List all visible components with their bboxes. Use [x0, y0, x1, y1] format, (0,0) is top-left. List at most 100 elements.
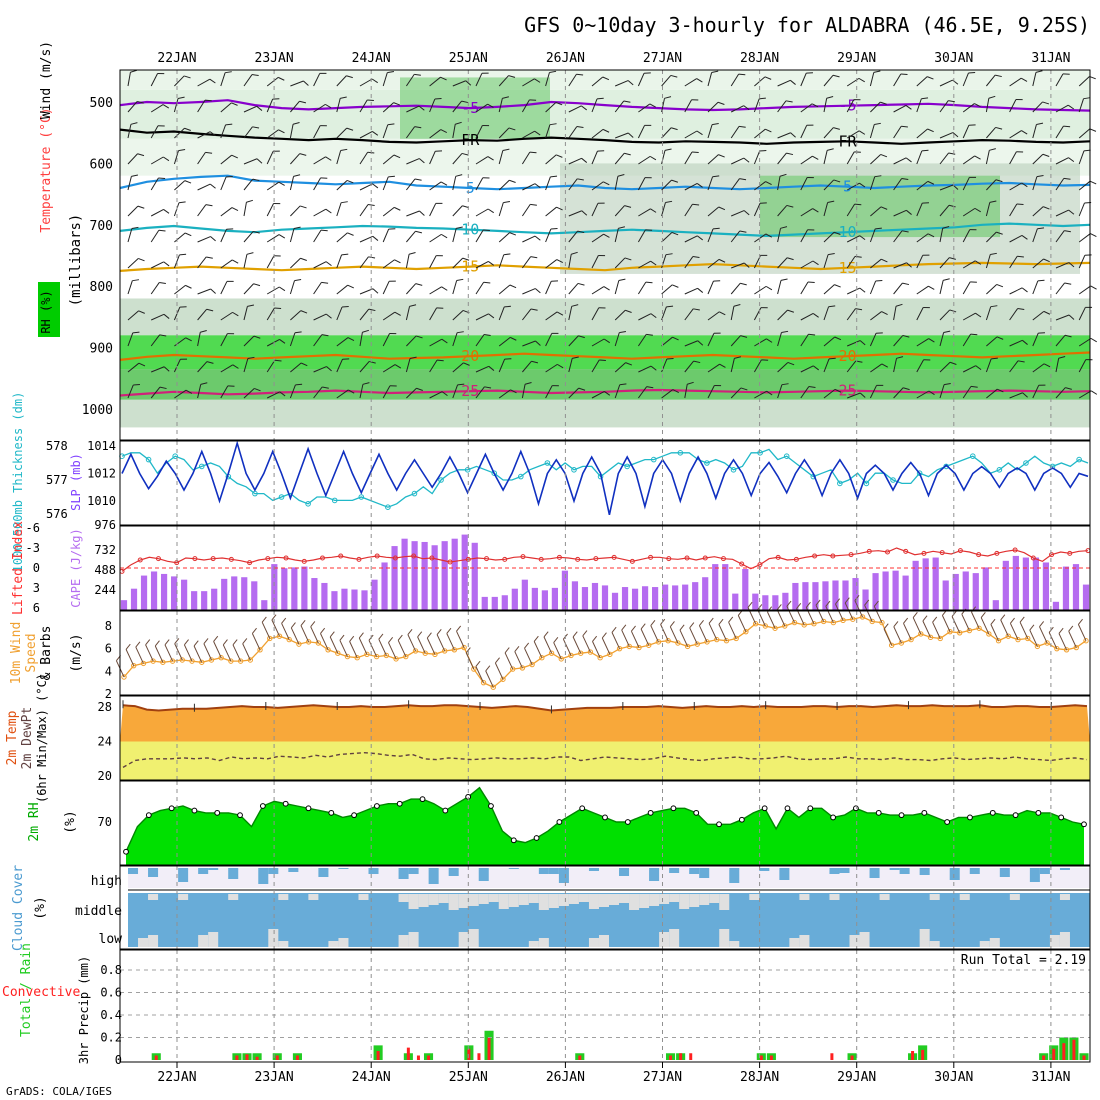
- cape-bar: [952, 573, 959, 610]
- wind-barb-staff: [382, 364, 396, 373]
- cloud-high-bar: [829, 868, 840, 874]
- wind-barb-flag: [766, 338, 773, 343]
- wind-barb-flag: [163, 209, 170, 214]
- wind-barb-flag: [617, 173, 625, 177]
- wind-barb-staff: [939, 257, 950, 269]
- wind-barb-flag: [226, 228, 234, 230]
- wind-barb: [1009, 308, 1025, 321]
- wind-barb-flag: [416, 387, 423, 391]
- wind-barb-10m: [1039, 621, 1048, 644]
- wind-barb-flag: [854, 203, 862, 206]
- wind-barb: [475, 260, 495, 269]
- wind-barb-flag: [394, 259, 401, 264]
- wind-barb: [336, 284, 354, 295]
- wind-barb-staff: [777, 152, 787, 165]
- wind-barb-staff: [522, 288, 536, 295]
- wind-barb: [869, 279, 883, 295]
- wind-barb-flag: [138, 362, 146, 367]
- wind-barb-flag: [393, 154, 401, 159]
- wind-barb-staff: [1055, 387, 1066, 399]
- wind-barb-staff: [614, 362, 626, 373]
- wind-barb: [382, 206, 401, 217]
- wind-barb-flag: [394, 364, 402, 369]
- cape-tick-label: 244: [94, 583, 116, 597]
- wind-barb-flag: [347, 337, 355, 342]
- cape-bar: [591, 582, 599, 610]
- wind-barb: [243, 387, 261, 399]
- rh-point: [168, 805, 175, 812]
- wind-barb: [568, 105, 588, 113]
- wind-barb: [452, 278, 464, 295]
- wind-barb: [707, 332, 721, 347]
- wind-barb: [243, 283, 261, 295]
- wind-barb-staff: [290, 100, 300, 113]
- cloud-high-bar: [619, 868, 630, 876]
- wind-barb-10m-staff: [718, 624, 727, 641]
- wind-barb-flag: [246, 252, 254, 255]
- wind-barb: [266, 359, 282, 373]
- wind-barb-flag: [785, 100, 793, 103]
- cloud-high-bar: [558, 868, 569, 883]
- wind-barb-flag: [855, 308, 863, 311]
- wind-barb-staff: [197, 236, 211, 243]
- wind-barb-staff: [939, 132, 954, 139]
- wind-barb-flag: [596, 97, 604, 100]
- wind-barb: [336, 305, 349, 321]
- panel-frame: [119, 440, 1091, 526]
- cloud-high-bar: [919, 868, 930, 875]
- wind-barb-staff: [313, 208, 327, 217]
- wind-barb: [498, 75, 516, 87]
- wind-barb-staff: [127, 205, 139, 217]
- wind-barb-10m: [300, 620, 310, 643]
- cloud-middle-bar: [709, 894, 720, 903]
- wind-barb-flag: [719, 363, 726, 368]
- wind-barb: [382, 123, 395, 139]
- wind-barb-staff: [266, 234, 280, 243]
- wind-barb-staff: [359, 99, 368, 113]
- wind-barb: [661, 389, 680, 399]
- isotherm-line: [119, 222, 1091, 238]
- cloud-low-bar: [929, 941, 940, 947]
- wind-barb-flag: [325, 261, 332, 267]
- date-label-bottom: 26JAN: [546, 1070, 585, 1085]
- wind-barb-flag: [509, 232, 517, 236]
- isotherm-line: [119, 351, 1091, 361]
- wind-barb: [753, 149, 767, 165]
- cloud-high-bar: [669, 868, 680, 873]
- wind-barb-flag: [743, 157, 750, 163]
- wind-barb-staff: [1009, 392, 1023, 399]
- wind-barb-staff: [1078, 180, 1091, 191]
- wind-barb-flag: [178, 201, 186, 204]
- wind-barb-10m: [494, 657, 504, 680]
- date-label-top: 29JAN: [837, 51, 876, 66]
- wind-barb-flag: [1022, 392, 1028, 398]
- wind-barb: [1032, 384, 1046, 399]
- wind-barb: [498, 389, 517, 399]
- wind-barb-flag: [693, 308, 700, 311]
- wind-barb-staff: [800, 229, 809, 243]
- cape-bar: [792, 582, 799, 610]
- wind-barb-staff: [266, 286, 280, 295]
- wind-barb: [197, 99, 212, 113]
- wind-barb: [197, 308, 214, 321]
- wind-barb-staff: [475, 260, 489, 269]
- rh-point: [602, 814, 608, 821]
- wind-barb-flag: [158, 177, 166, 180]
- wind-speed-point: [568, 652, 574, 659]
- wind-barb: [986, 336, 1004, 347]
- wind-barb: [684, 203, 700, 217]
- wind-barb: [359, 329, 370, 347]
- wind-barb-staff: [847, 340, 861, 347]
- wind-barb-flag: [252, 178, 260, 182]
- wind-barb-flag: [246, 199, 254, 203]
- rh-point: [875, 809, 882, 816]
- wind-barb-flag: [672, 336, 679, 341]
- wind-barb-flag: [968, 71, 976, 74]
- thickness-tick-label: 578: [46, 439, 68, 453]
- wind-barb-staff: [637, 334, 647, 347]
- wind-barb-flag: [880, 101, 887, 105]
- wind-barb-flag: [1038, 332, 1045, 334]
- wind-barb-staff: [986, 127, 996, 139]
- wind-barb-staff: [614, 228, 619, 243]
- wind-barb: [382, 385, 397, 399]
